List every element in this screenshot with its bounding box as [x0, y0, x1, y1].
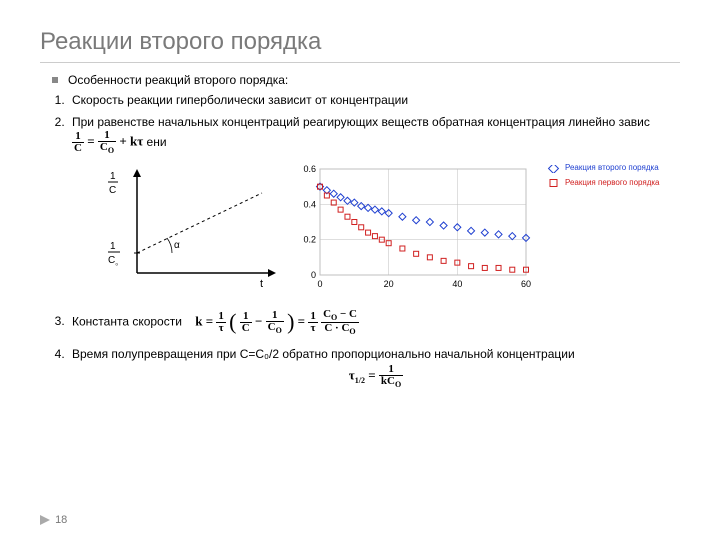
equation-3: k = 1τ ( 1C − 1CO ) = 1τ CO − C C · CO	[195, 308, 359, 337]
legend-swatch-first	[546, 179, 562, 187]
legend-label-second: Реакция второго порядка	[565, 163, 659, 173]
equation-4: τ1/2 = 1kCO	[72, 364, 680, 389]
angle-label: α	[174, 240, 180, 251]
schematic-chart: 1 C 1 C₀ α	[102, 163, 282, 298]
legend-second-order: Реакция второго порядка	[546, 163, 660, 173]
legend-swatch-second	[546, 165, 562, 173]
svg-text:1: 1	[110, 171, 116, 182]
svg-text:0.4: 0.4	[303, 200, 316, 210]
point-3-text: Константа скорости	[72, 314, 182, 328]
page-number-text: 18	[55, 514, 67, 526]
svg-text:60: 60	[521, 279, 531, 289]
point-1: Скорость реакции гиперболически зависит …	[68, 93, 680, 109]
point-3: Константа скорости k = 1τ ( 1C − 1CO ) =…	[68, 308, 680, 337]
svg-text:40: 40	[452, 279, 462, 289]
svg-text:1: 1	[110, 241, 116, 252]
svg-text:0: 0	[317, 279, 322, 289]
point-2-text-a: При равенстве начальных концентраций реа…	[72, 115, 650, 129]
legend-first-order: Реакция первого порядка	[546, 178, 660, 188]
point-2: При равенстве начальных концентраций реа…	[68, 115, 680, 298]
page-title: Реакции второго порядка	[40, 28, 680, 63]
point-2-text-b: ени	[147, 135, 167, 149]
equation-1: 1C = 1CO + kτ	[72, 130, 143, 155]
svg-text:C₀: C₀	[108, 255, 118, 267]
svg-text:C: C	[109, 185, 116, 196]
svg-text:0: 0	[311, 270, 316, 280]
svg-text:0.2: 0.2	[303, 235, 316, 245]
legend-label-first: Реакция первого порядка	[565, 178, 660, 188]
chart-row: 1 C 1 C₀ α	[102, 163, 680, 298]
chart-legend: Реакция второго порядка Реакция первого …	[546, 163, 660, 192]
x-label: t	[260, 278, 263, 290]
page-arrow-icon	[40, 515, 50, 525]
svg-text:0.6: 0.6	[303, 164, 316, 174]
points-list: Скорость реакции гиперболически зависит …	[68, 93, 680, 389]
svg-text:20: 20	[384, 279, 394, 289]
point-4: Время полупревращения при С=С₀/2 обратно…	[68, 347, 680, 390]
decay-chart: 0 0.2 0.4 0.6 0 20 40 60	[292, 163, 532, 298]
page-number: 18	[40, 514, 67, 526]
intro-text: Особенности реакций второго порядка:	[68, 73, 680, 87]
point-4-text: Время полупревращения при С=С₀/2 обратно…	[72, 347, 575, 361]
